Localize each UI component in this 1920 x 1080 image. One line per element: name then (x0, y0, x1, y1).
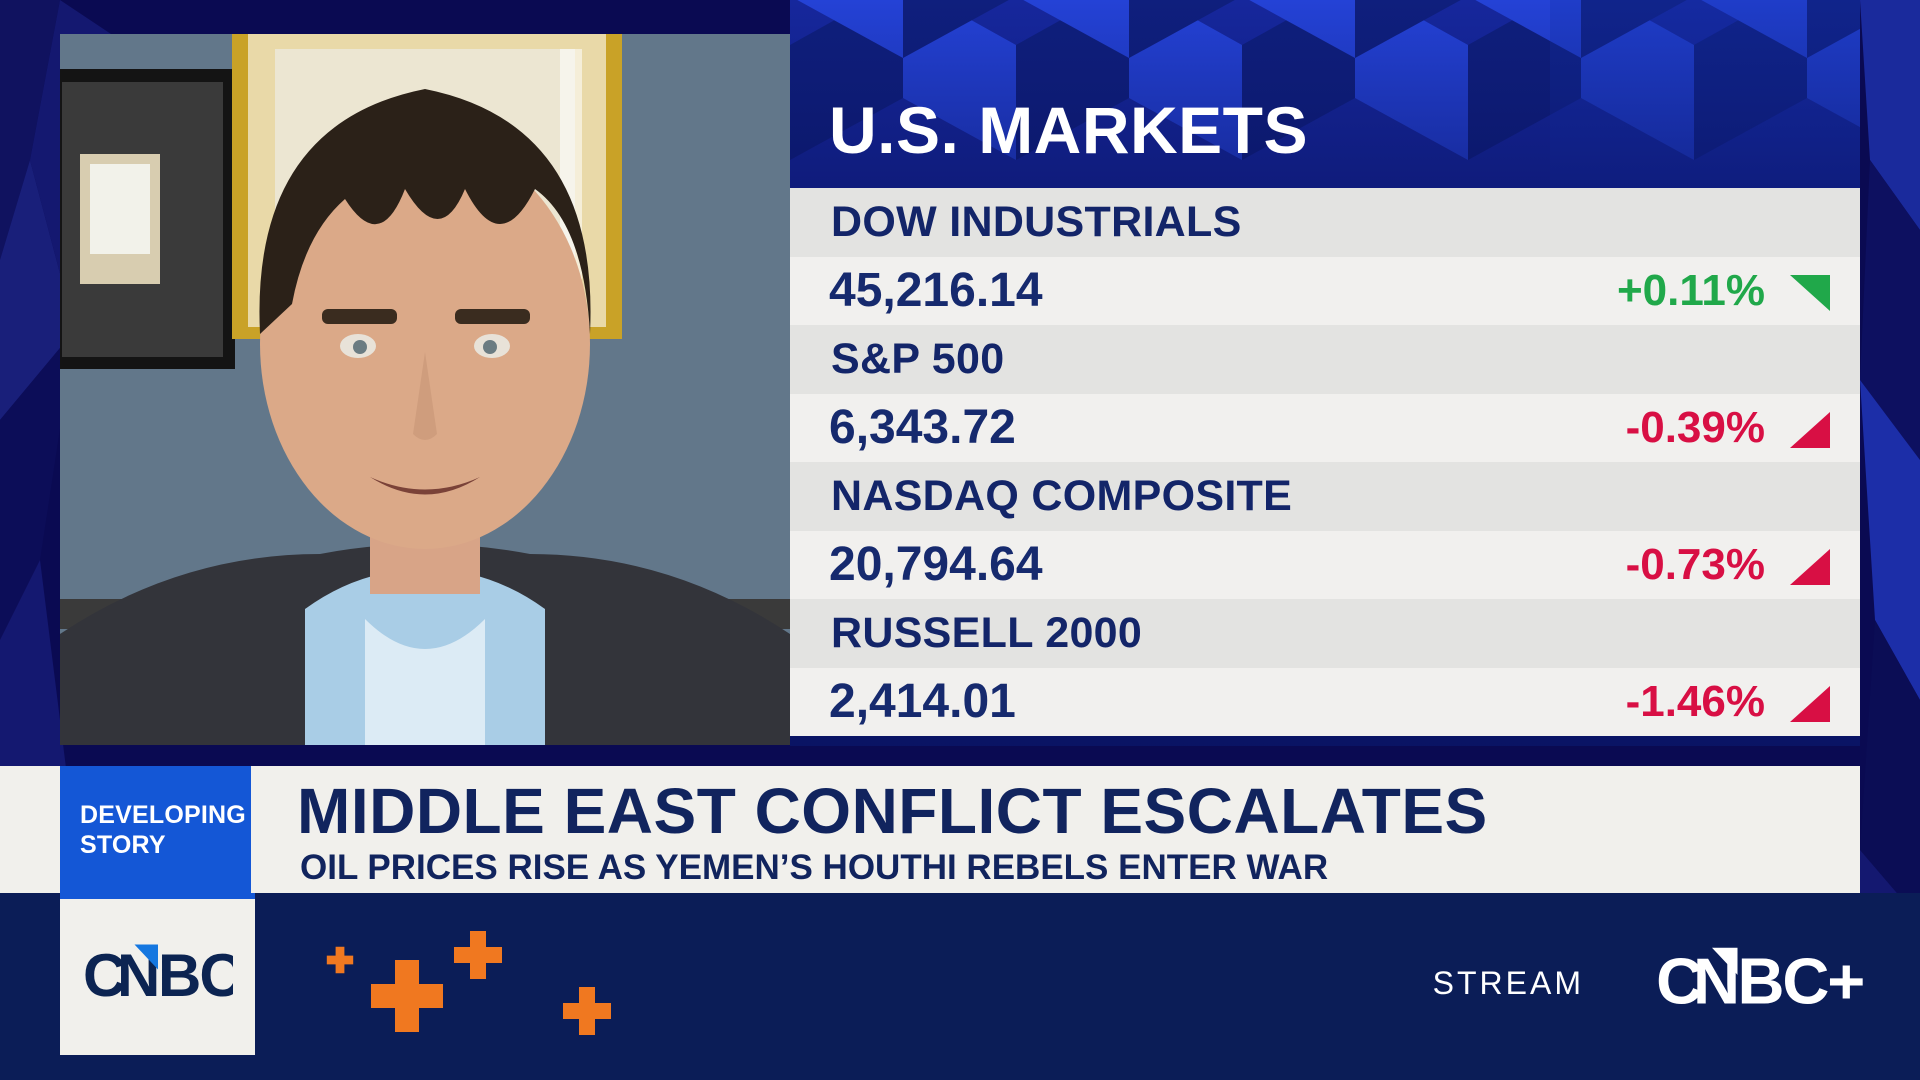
svg-text:BC+: BC+ (1738, 945, 1864, 1018)
